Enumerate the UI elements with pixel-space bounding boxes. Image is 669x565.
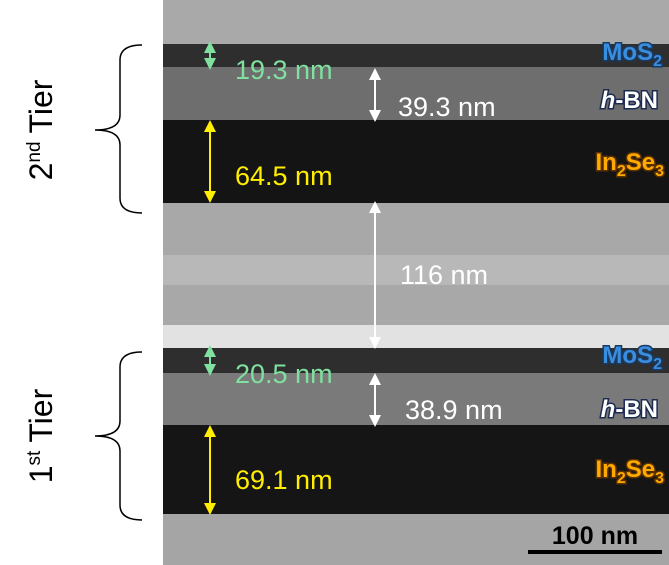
scale-bar-label: 100 nm	[552, 522, 638, 550]
layer-label: h-BN	[601, 396, 658, 423]
measurement: 69.1 nm	[235, 465, 333, 495]
tier-label: 2ndTier	[23, 79, 59, 180]
measurement: 20.5 nm	[235, 359, 333, 389]
layer-label: h-BN	[601, 87, 658, 114]
layer-label: In2Se3	[596, 149, 665, 180]
measurement: 19.3 nm	[235, 55, 333, 85]
layer-label: In2Se3	[596, 456, 665, 487]
measurement: 38.9 nm	[405, 395, 503, 425]
measurement: 116 nm	[400, 260, 488, 290]
measurement: 64.5 nm	[235, 161, 333, 191]
tier-label: 1stTier	[23, 388, 59, 483]
figure: 2ndTier 1stTier 19.3 nm 39.3 nm 64.5 nm …	[0, 0, 669, 565]
braces	[95, 45, 142, 520]
measurement: 39.3 nm	[398, 92, 496, 122]
